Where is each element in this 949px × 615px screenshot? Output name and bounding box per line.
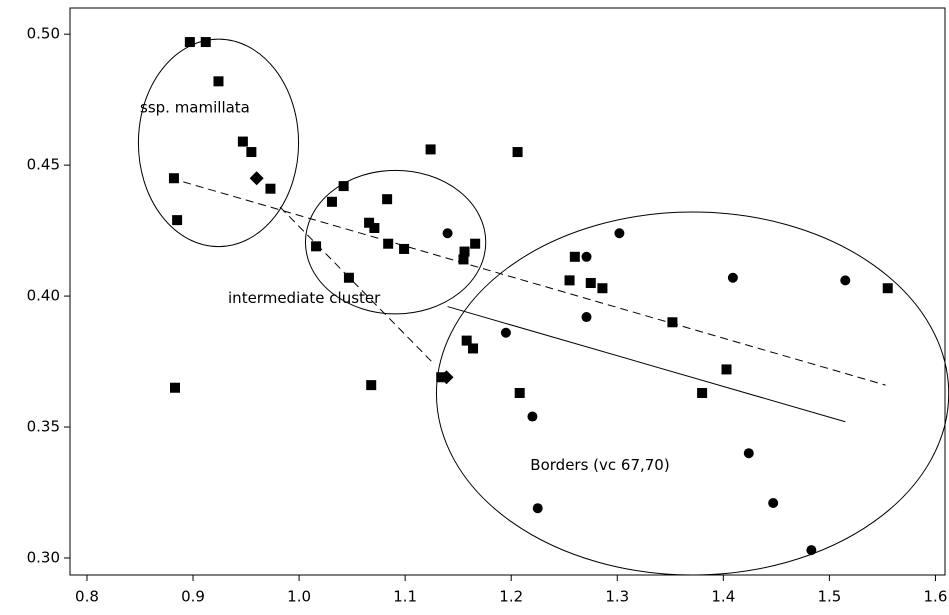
point: [399, 243, 410, 254]
x-tick-label: 0.9: [181, 588, 205, 606]
y-tick-label: 0.40: [27, 287, 60, 305]
x-tick-label: 1.0: [287, 588, 311, 606]
point: [459, 246, 470, 257]
x-tick-label: 1.6: [924, 588, 948, 606]
point: [168, 173, 179, 184]
point: [470, 238, 481, 249]
point: [364, 217, 375, 228]
point: [172, 215, 183, 226]
point: [581, 312, 592, 323]
point: [882, 283, 893, 294]
annotation: Borders (vc 67,70): [530, 456, 669, 474]
x-tick-label: 1.2: [499, 588, 523, 606]
annotation: ssp. mamillata: [140, 99, 250, 117]
point: [200, 37, 211, 48]
point: [585, 277, 596, 288]
x-tick-label: 0.8: [75, 588, 99, 606]
point: [184, 37, 195, 48]
point: [442, 228, 453, 239]
point: [527, 411, 538, 422]
cluster-ellipse: [304, 169, 487, 315]
point: [170, 382, 180, 393]
point: [366, 380, 377, 391]
x-tick-label: 1.4: [711, 588, 735, 606]
plot-frame: [69, 7, 946, 576]
fit-line: [170, 177, 886, 386]
point: [383, 238, 394, 249]
point: [840, 275, 851, 286]
point: [249, 171, 264, 186]
point: [468, 343, 479, 354]
x-tick-label: 1.3: [605, 588, 629, 606]
point: [512, 147, 523, 158]
point: [743, 448, 754, 459]
point: [727, 272, 738, 283]
point: [768, 497, 779, 508]
point: [246, 147, 257, 158]
point: [343, 272, 354, 283]
cluster-ellipse: [137, 38, 300, 248]
annotation: intermediate cluster: [228, 289, 381, 307]
point: [514, 387, 525, 398]
y-tick-label: 0.50: [27, 25, 60, 43]
point: [500, 327, 511, 338]
point: [721, 364, 732, 375]
point: [265, 183, 276, 194]
point: [597, 283, 608, 294]
point: [697, 387, 708, 398]
point: [564, 275, 575, 286]
point: [425, 144, 436, 155]
point: [458, 254, 469, 265]
point: [532, 503, 543, 514]
point: [326, 196, 337, 207]
x-tick-label: 1.1: [393, 588, 417, 606]
fit-line: [447, 306, 846, 423]
point: [461, 335, 472, 346]
x-tick-label: 1.5: [817, 588, 841, 606]
fit-line: [279, 206, 433, 362]
point: [213, 76, 224, 87]
point: [369, 222, 380, 233]
point: [581, 251, 592, 262]
cluster-ellipse: [436, 211, 949, 576]
point: [237, 136, 248, 147]
point: [382, 194, 393, 205]
point: [311, 241, 322, 252]
point: [569, 251, 580, 262]
point: [338, 181, 349, 192]
point: [439, 370, 454, 385]
point: [614, 228, 625, 239]
point: [667, 317, 678, 328]
y-tick-label: 0.35: [27, 418, 60, 436]
y-tick-label: 0.45: [27, 156, 60, 174]
y-tick-label: 0.30: [27, 548, 60, 566]
point: [806, 545, 817, 556]
